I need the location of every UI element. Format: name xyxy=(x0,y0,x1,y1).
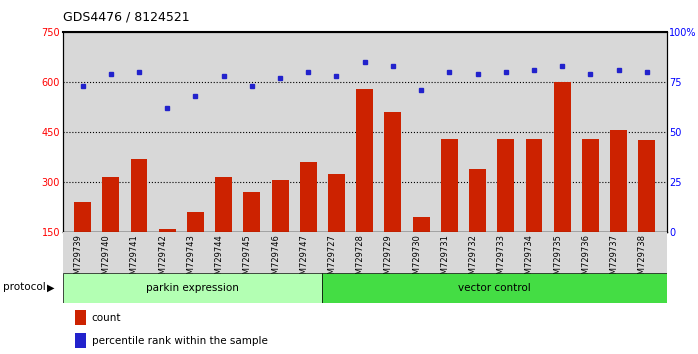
Text: GSM729740: GSM729740 xyxy=(102,234,111,285)
Bar xyxy=(639,140,655,232)
Text: GSM729745: GSM729745 xyxy=(243,234,252,285)
Bar xyxy=(244,192,260,232)
Text: GSM729744: GSM729744 xyxy=(215,234,223,285)
Text: GSM729734: GSM729734 xyxy=(525,234,534,285)
Bar xyxy=(582,138,599,232)
Bar xyxy=(526,138,542,232)
Bar xyxy=(75,310,86,325)
Bar xyxy=(131,159,147,232)
Bar xyxy=(610,130,627,232)
Text: protocol: protocol xyxy=(3,282,46,292)
Bar xyxy=(328,173,345,232)
Bar xyxy=(356,88,373,232)
Text: GSM729727: GSM729727 xyxy=(327,234,336,285)
Text: GSM729739: GSM729739 xyxy=(73,234,82,285)
Bar xyxy=(103,177,119,232)
Text: GSM729741: GSM729741 xyxy=(130,234,139,285)
Text: GSM729743: GSM729743 xyxy=(186,234,195,285)
Text: GDS4476 / 8124521: GDS4476 / 8124521 xyxy=(63,11,189,24)
Text: GSM729735: GSM729735 xyxy=(554,234,562,285)
Text: GSM729737: GSM729737 xyxy=(609,234,618,285)
Text: GSM729731: GSM729731 xyxy=(440,234,450,285)
Bar xyxy=(413,217,429,232)
Text: parkin expression: parkin expression xyxy=(146,282,239,293)
Bar xyxy=(469,169,486,232)
Bar xyxy=(74,202,91,232)
Bar xyxy=(322,273,667,303)
Text: vector control: vector control xyxy=(458,282,531,293)
Bar xyxy=(158,229,176,232)
Text: GSM729738: GSM729738 xyxy=(638,234,647,285)
Text: GSM729746: GSM729746 xyxy=(271,234,280,285)
Bar xyxy=(441,138,458,232)
Bar xyxy=(554,82,571,232)
Text: GSM729733: GSM729733 xyxy=(497,234,506,285)
Text: GSM729736: GSM729736 xyxy=(581,234,591,285)
Bar xyxy=(272,180,288,232)
Text: ▶: ▶ xyxy=(47,282,55,292)
Text: GSM729730: GSM729730 xyxy=(412,234,421,285)
Bar xyxy=(75,333,86,348)
Text: GSM729747: GSM729747 xyxy=(299,234,309,285)
Text: GSM729742: GSM729742 xyxy=(158,234,168,285)
Bar xyxy=(300,162,317,232)
Bar xyxy=(63,273,322,303)
Text: percentile rank within the sample: percentile rank within the sample xyxy=(92,336,267,346)
Text: GSM729729: GSM729729 xyxy=(384,234,393,285)
Text: GSM729728: GSM729728 xyxy=(356,234,365,285)
Bar xyxy=(187,212,204,232)
Bar xyxy=(385,112,401,232)
Text: GSM729732: GSM729732 xyxy=(468,234,477,285)
Bar xyxy=(215,177,232,232)
Text: count: count xyxy=(92,313,121,323)
Bar xyxy=(497,138,514,232)
